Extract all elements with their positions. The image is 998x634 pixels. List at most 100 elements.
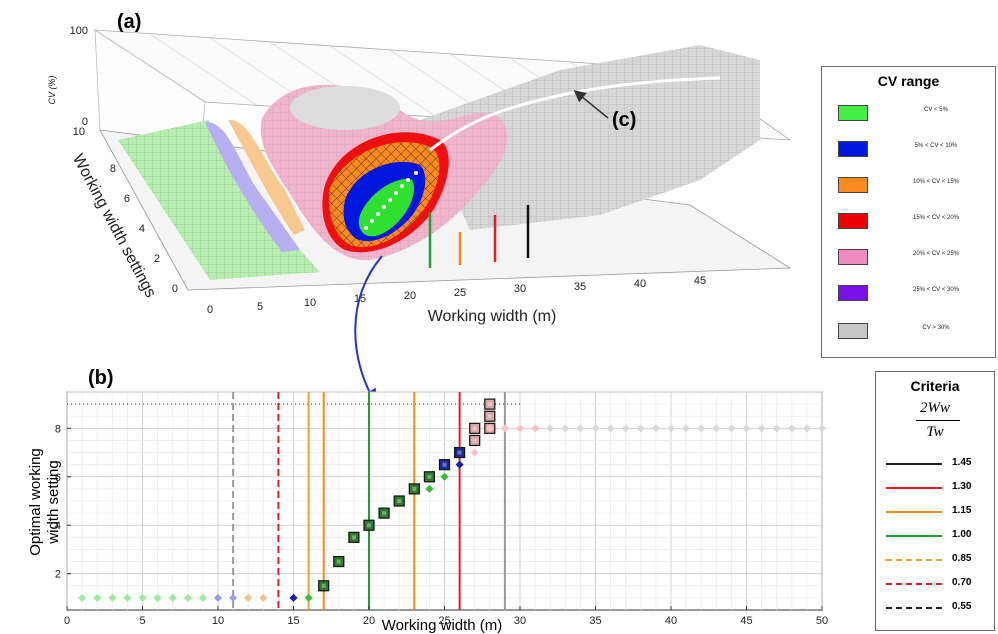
data-point-square-inner [487, 402, 492, 407]
data-point-diamond [606, 424, 615, 433]
data-point-square-inner [457, 450, 462, 455]
xa-tick-45: 45 [694, 275, 706, 287]
data-point-diamond [108, 593, 117, 602]
criteria-item: 0.85 [886, 550, 990, 570]
panel-a-x-label: Working width (m) [428, 308, 557, 325]
x-tick-label: 20 [363, 615, 375, 627]
surface-light-orange-band [228, 119, 305, 235]
criteria-item: 0.70 [886, 574, 990, 594]
ya-tick-10: 10 [73, 126, 85, 138]
cv-swatch-pink [838, 249, 868, 265]
criteria-line-swatch [886, 535, 942, 537]
cv-legend-item: 25% < CV < 30% [834, 283, 990, 303]
cv-swatch-green [838, 105, 868, 121]
criteria-label: 0.85 [952, 553, 972, 564]
ya-tick-8: 8 [110, 163, 116, 175]
criteria-label: 1.45 [952, 457, 972, 468]
data-point-diamond [818, 424, 826, 433]
data-point-diamond [470, 448, 479, 457]
data-point-diamond [712, 424, 721, 433]
data-point-square [348, 531, 360, 543]
panel-a-label: (a) [117, 11, 141, 33]
optimal-points-3d [364, 171, 418, 230]
za-tick-0: 0 [82, 116, 88, 128]
criteria-denominator: Tw [926, 424, 944, 440]
data-point-diamond [214, 593, 222, 602]
surface-purple-band [205, 121, 300, 252]
data-point-square-inner [412, 486, 417, 491]
cv-label: 5% < CV < 10% [914, 143, 958, 149]
data-point-diamond [561, 424, 570, 433]
data-point-diamond [123, 593, 132, 602]
data-point-diamond [772, 424, 781, 433]
panel-b-plot: 0 5 10 15 20 25 30 35 40 45 50 2 4 6 8 [55, 391, 828, 627]
cv-swatch-blue [838, 141, 868, 157]
data-point-square-inner [382, 511, 387, 516]
y-tick-label: 8 [55, 423, 61, 435]
ya-tick-6: 6 [124, 193, 130, 205]
data-point-square [423, 471, 435, 483]
data-point-square-inner [321, 583, 326, 588]
data-point-square-inner [336, 559, 341, 564]
criteria-item: 1.30 [886, 478, 990, 498]
xa-tick-10: 10 [304, 297, 316, 309]
data-point-diamond [198, 593, 207, 602]
xa-tick-20: 20 [404, 290, 416, 302]
data-point-diamond [229, 593, 238, 602]
data-point-square-inner [472, 438, 477, 443]
data-point-diamond [168, 593, 177, 602]
criteria-item: 1.00 [886, 526, 990, 546]
data-point-square [438, 459, 451, 471]
data-point-diamond [636, 424, 645, 433]
data-point-diamond [682, 424, 691, 433]
x-tick-label: 45 [740, 615, 752, 627]
data-point-square [363, 519, 375, 531]
criteria-item: 0.55 [886, 598, 990, 618]
data-point-diamond [546, 424, 555, 433]
criteria-fraction-bar [916, 420, 960, 421]
data-point-square [333, 555, 345, 568]
x-tick-label: 5 [139, 615, 145, 627]
data-point-square [318, 580, 330, 592]
panel-b-x-label: Working width (m) [382, 617, 503, 634]
y-tick-label: 4 [55, 520, 61, 532]
data-point-diamond [425, 484, 434, 493]
data-point-square [484, 398, 496, 410]
criteria-label: 1.15 [952, 505, 972, 516]
data-point-diamond [138, 593, 147, 602]
cv-label: CV > 30% [922, 325, 950, 331]
cv-label: 15% < CV < 20% [912, 215, 960, 221]
x-tick-label: 0 [64, 615, 70, 627]
xa-tick-5: 5 [257, 301, 263, 313]
xa-tick-40: 40 [634, 278, 646, 290]
annotation-c-arrow [573, 90, 609, 119]
connector-arrow [354, 255, 383, 406]
data-point-square-inner [351, 535, 356, 540]
x-tick-label: 15 [287, 615, 299, 627]
data-point-diamond [183, 593, 192, 602]
data-point-diamond [244, 593, 253, 602]
data-point-diamond [742, 424, 751, 433]
cv-label: CV < 5% [924, 107, 948, 113]
x-tick-label: 40 [665, 615, 677, 627]
xa-tick-25: 25 [454, 287, 466, 299]
ya-tick-0: 0 [172, 283, 178, 295]
data-point-square [469, 434, 481, 447]
annotation-c-label: (c) [612, 109, 636, 131]
xa-tick-30: 30 [514, 283, 526, 295]
data-point-diamond [153, 593, 162, 602]
cv-label: 20% < CV < 25% [912, 251, 960, 257]
criteria-legend-title: Criteria [910, 378, 960, 394]
data-point-diamond [259, 593, 268, 602]
criteria-label: 0.70 [952, 577, 972, 588]
cv-legend-item: 20% < CV < 25% [834, 247, 990, 267]
cv-legend-item: 10% < CV < 15% [834, 175, 990, 195]
data-point-square [454, 446, 466, 459]
criteria-line-swatch [886, 511, 942, 513]
data-point-square-inner [442, 462, 447, 467]
data-point-diamond [697, 424, 706, 433]
data-point-square [484, 410, 496, 422]
data-point-diamond [651, 424, 660, 433]
ya-tick-4: 4 [139, 223, 145, 235]
